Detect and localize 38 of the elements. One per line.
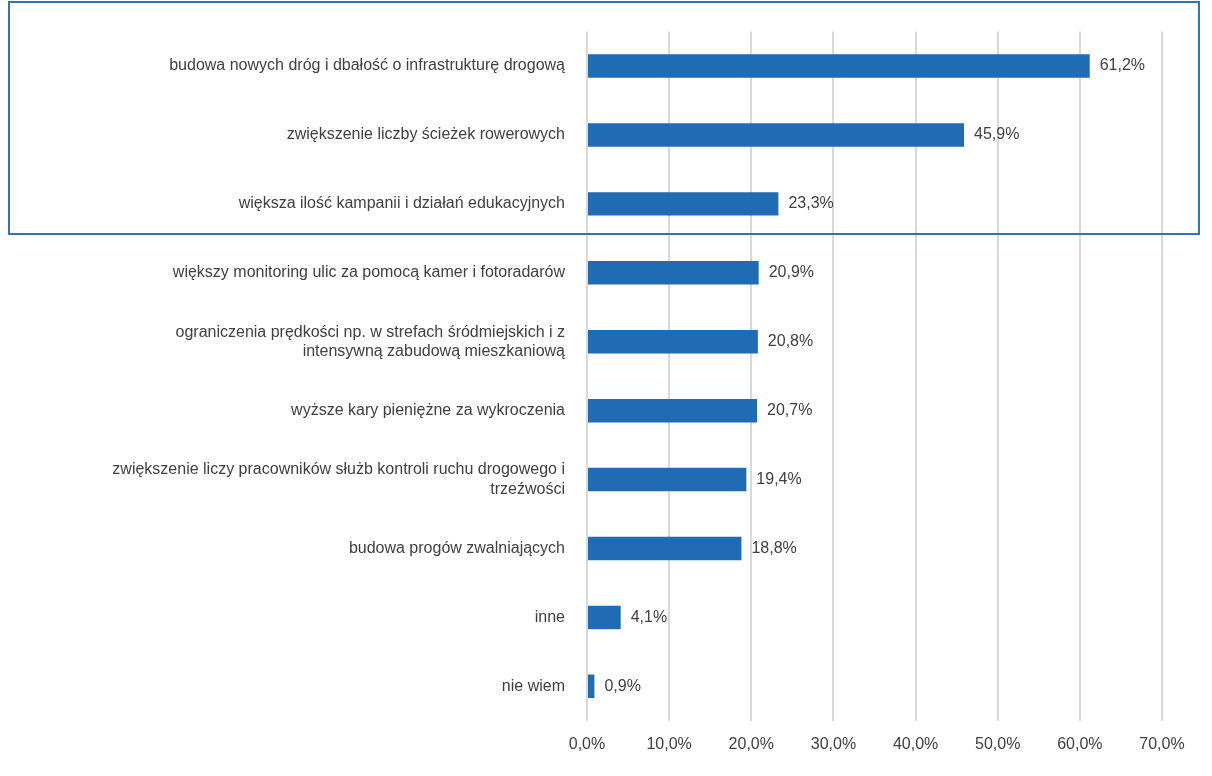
y-tick-label: zwiększenie liczy pracowników służb kontroli ruchu drogowego i trzeźwości — [112, 460, 565, 497]
bar — [588, 54, 1090, 78]
data-label: 0,9% — [604, 676, 641, 694]
bar — [588, 123, 965, 147]
x-tick-label: 0,0% — [568, 734, 606, 752]
y-tick-label: budowa progów zwalniających — [348, 538, 565, 556]
bar — [588, 192, 779, 216]
bar — [588, 330, 758, 354]
bar — [588, 398, 758, 423]
y-tick-label: wyższe kary pieniężne za wykroczenia — [290, 401, 566, 419]
data-label: 19,4% — [756, 469, 802, 487]
y-tick-label: nie wiem — [501, 676, 565, 694]
data-label: 20,7% — [767, 401, 813, 419]
data-label: 4,1% — [630, 607, 668, 625]
y-tick-label: ograniczenia prędkości np. w strefach śródmiejskich i z intensywną zabudową mieszkaniową — [175, 322, 566, 359]
y-tick-label: większa ilość kampanii i działań edukacyjnych — [237, 194, 565, 212]
y-tick-label: budowa nowych dróg i dbałość o infrastrukturę drogową — [169, 56, 566, 74]
data-label: 20,8% — [767, 332, 814, 350]
y-tick-label: inne — [534, 607, 566, 625]
x-tick-label: 20,0% — [728, 734, 774, 752]
bar — [588, 536, 742, 561]
data-label: 20,9% — [768, 263, 815, 281]
bar — [588, 467, 747, 492]
y-tick-label: zwiększenie liczby ścieżek rowerowych — [286, 125, 565, 143]
data-label: 18,8% — [751, 538, 797, 556]
y-tick-label: większy monitoring ulic za pomocą kamer i fotoradarów — [171, 263, 566, 281]
bar — [588, 674, 595, 699]
data-label: 23,3% — [788, 194, 834, 212]
x-tick-label: 30,0% — [810, 734, 857, 752]
x-tick-label: 10,0% — [646, 734, 692, 752]
x-tick-label: 60,0% — [1057, 734, 1103, 752]
x-tick-label: 50,0% — [975, 734, 1021, 752]
data-label: 45,9% — [974, 125, 1020, 143]
bar — [588, 605, 621, 630]
data-label: 61,2% — [1099, 56, 1146, 74]
x-tick-label: 40,0% — [892, 734, 939, 752]
bar — [588, 261, 759, 285]
x-tick-label: 70,0% — [1139, 734, 1185, 752]
